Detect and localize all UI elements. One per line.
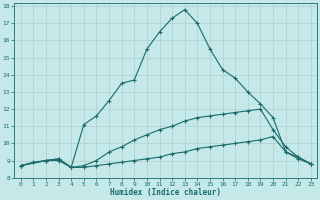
X-axis label: Humidex (Indice chaleur): Humidex (Indice chaleur) bbox=[110, 188, 221, 197]
